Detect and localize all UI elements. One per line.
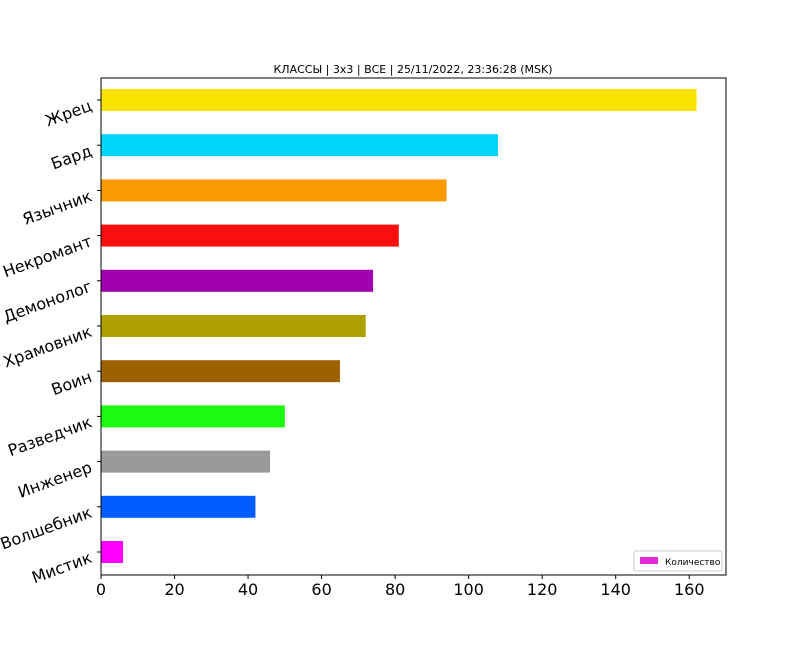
bar-8 (101, 450, 271, 473)
x-tick-label-5: 100 (453, 580, 484, 599)
legend-box (633, 550, 723, 572)
chart-title: КЛАССЫ | 3x3 | ВСЕ | 25/11/2022, 23:36:2… (273, 63, 552, 76)
bar-3 (101, 224, 399, 247)
bar-7 (101, 405, 285, 428)
x-tick-label-0: 0 (96, 580, 106, 599)
bars-layer (101, 89, 697, 563)
y-tick-label-2: Язычник (20, 186, 95, 229)
x-axis-ticks: 0 20 40 60 80 100 120 140 160 (96, 575, 705, 599)
y-tick-label-4: Демонолог (1, 277, 95, 327)
bar-9 (101, 495, 256, 518)
x-tick-label-2: 40 (238, 580, 258, 599)
bar-1 (101, 134, 499, 157)
bar-5 (101, 315, 366, 337)
y-tick-label-7: Разведчик (5, 412, 94, 460)
bar-4 (101, 269, 374, 292)
y-tick-label-10: Мистик (29, 548, 94, 587)
x-tick-label-7: 140 (600, 580, 631, 599)
y-tick-label-8: Инженер (15, 458, 94, 502)
x-tick-label-3: 60 (311, 580, 331, 599)
y-tick-label-5: Храмовник (1, 322, 95, 372)
y-tick-label-9: Волшебник (0, 503, 95, 554)
legend: Количество (633, 550, 723, 572)
bar-6 (101, 360, 340, 383)
y-tick-label-1: Бард (48, 141, 94, 173)
y-tick-label-3: Некромант (0, 232, 94, 282)
bar-2 (101, 179, 447, 202)
legend-label: Количество (665, 558, 721, 568)
y-tick-label-6: Воин (49, 367, 95, 399)
bar-10 (101, 541, 124, 563)
plot-frame (100, 77, 727, 576)
y-tick-label-0: Жрец (43, 96, 95, 130)
legend-swatch (640, 557, 658, 564)
x-tick-label-4: 80 (385, 580, 405, 599)
x-tick-label-6: 120 (527, 580, 558, 599)
x-tick-label-1: 20 (164, 580, 184, 599)
x-tick-label-8: 160 (674, 580, 705, 599)
bar-0 (101, 89, 697, 111)
y-axis-ticks: Жрец Бард ЯзычникНекромантДемонологХрамовн… (0, 96, 101, 587)
